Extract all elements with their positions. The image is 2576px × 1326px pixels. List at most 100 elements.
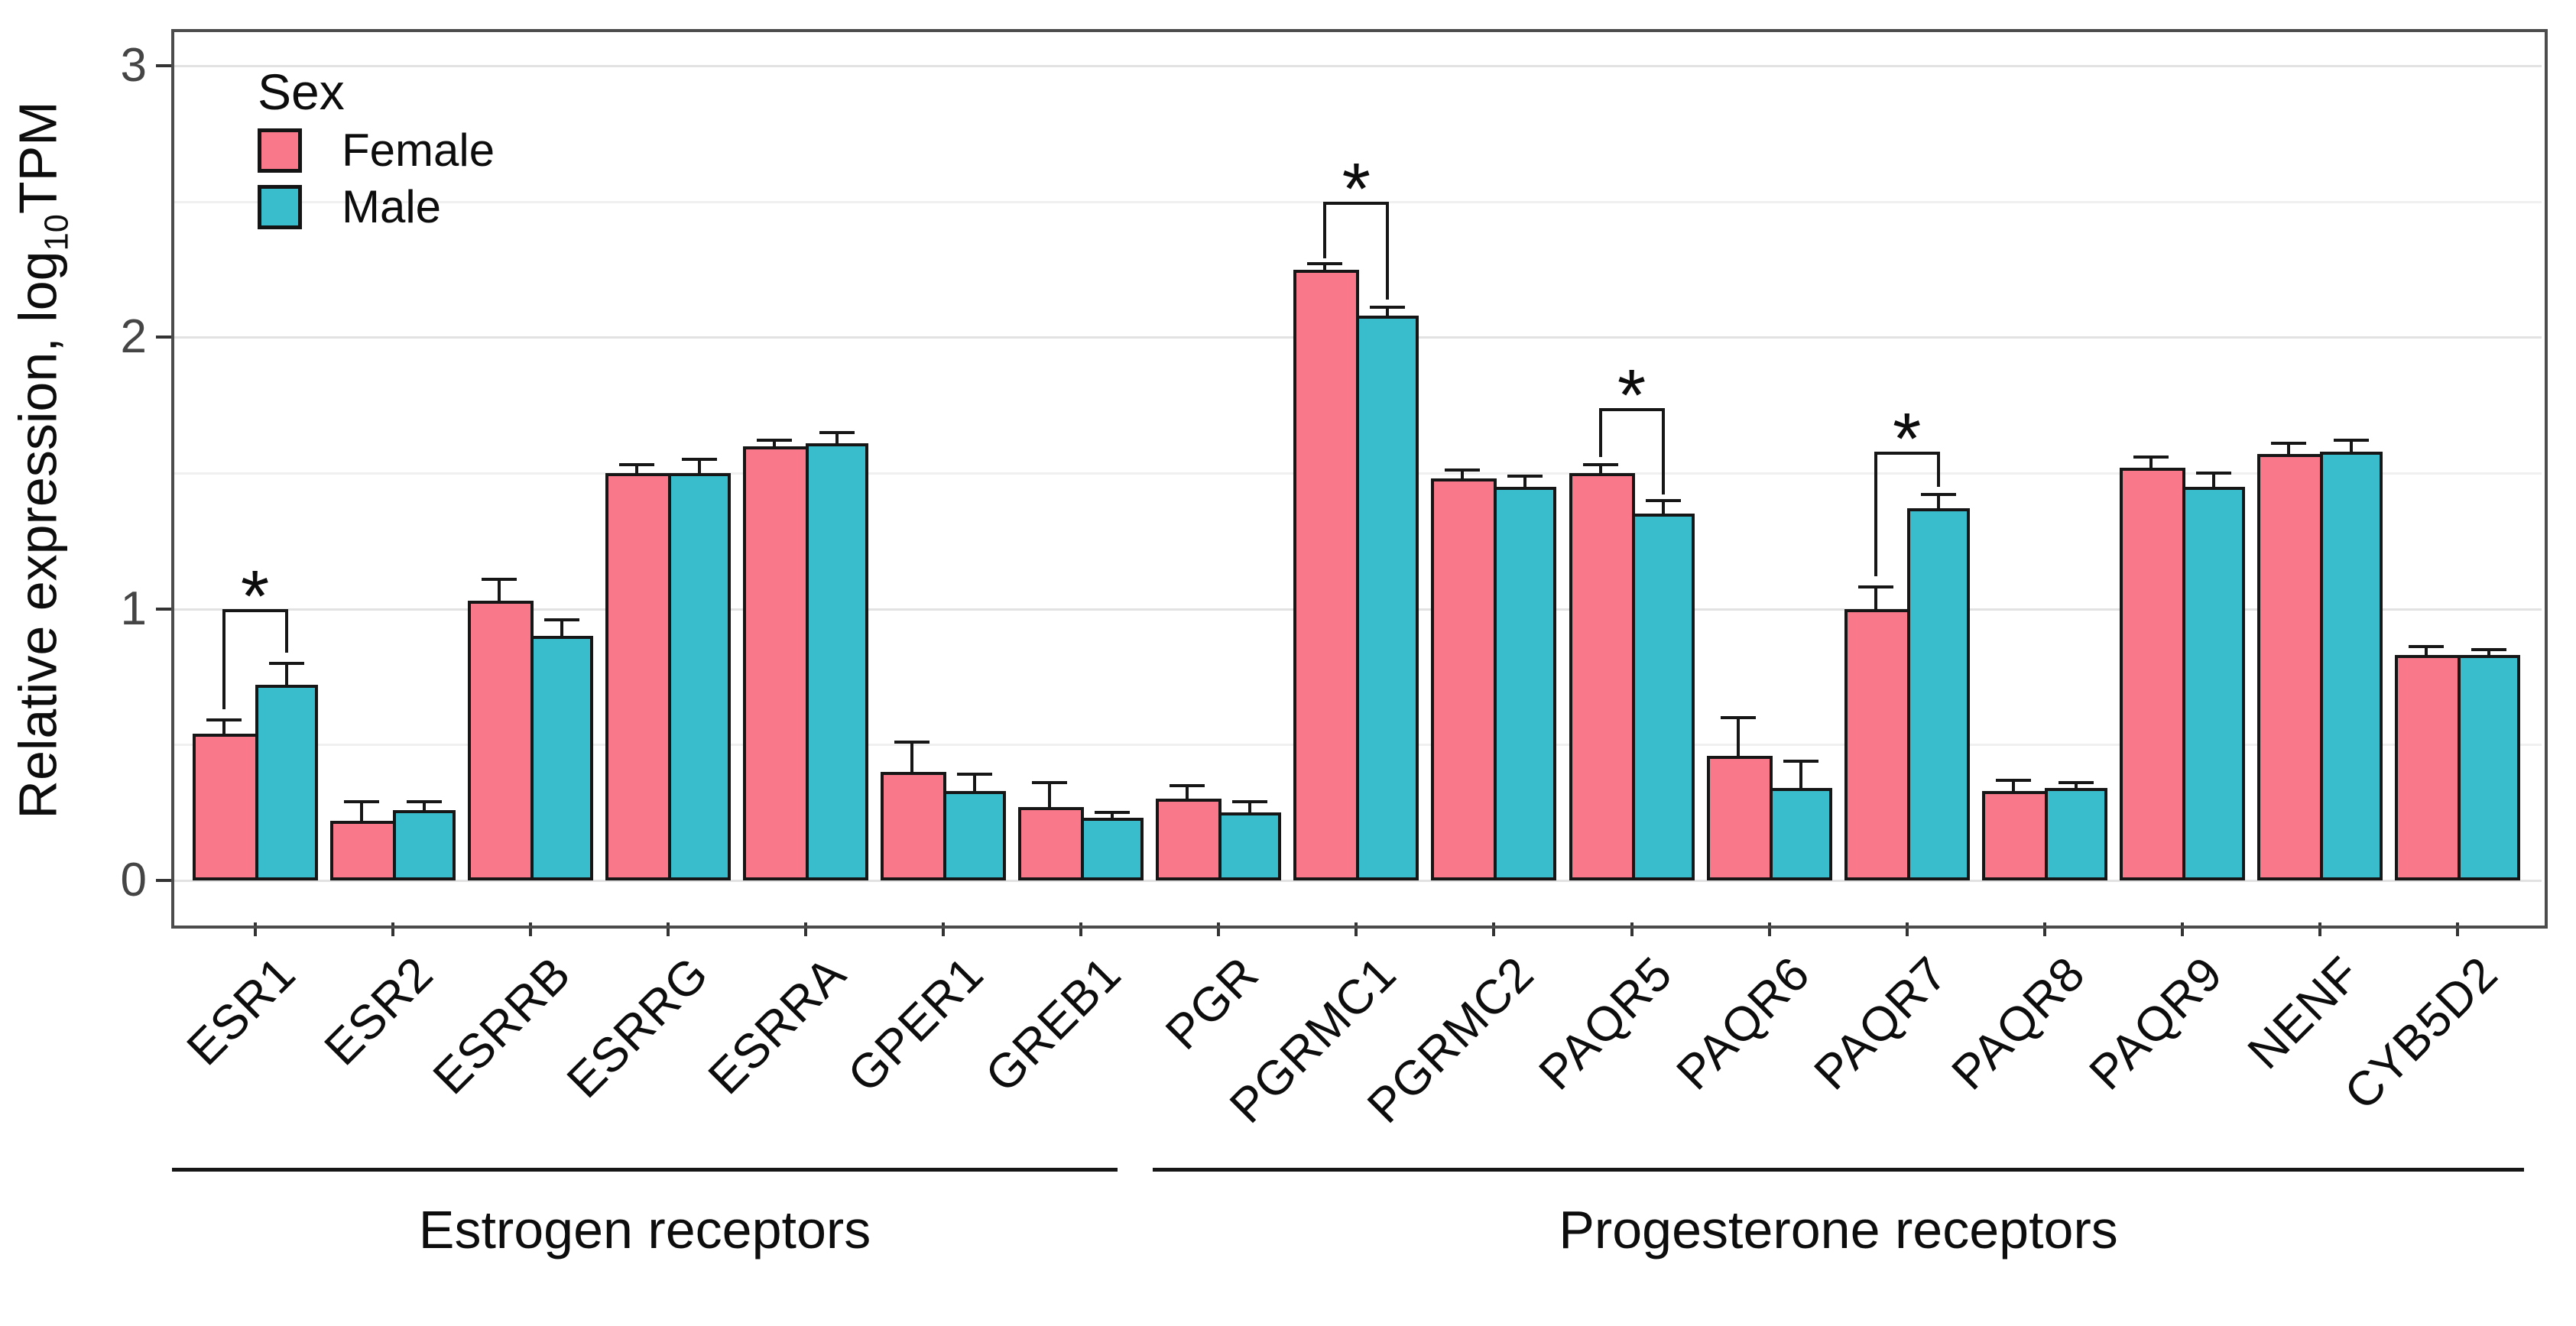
- y-axis-title-prefix: Relative expression, log: [8, 251, 68, 819]
- error-bar-female-PAQR8: [2011, 780, 2015, 791]
- error-bar-male-PGR: [1248, 801, 1252, 813]
- x-axis-tick-PGRMC2: [1492, 922, 1496, 936]
- error-cap-male-ESRRA: [819, 430, 855, 434]
- error-cap-male-PGRMC2: [1507, 474, 1543, 478]
- sig-bracket-top-PAQR5: [1598, 407, 1665, 411]
- error-bar-female-PGRMC2: [1461, 470, 1465, 479]
- error-bar-male-PAQR7: [1936, 494, 1940, 509]
- group-label-1: Progesterone receptors: [1559, 1200, 2118, 1260]
- error-bar-female-ESR2: [359, 801, 363, 821]
- y-tick-label-1: 1: [120, 582, 147, 635]
- error-cap-female-NENF: [2271, 441, 2306, 445]
- x-axis-tick-GREB1: [1079, 922, 1083, 936]
- sig-bracket-left-PAQR7: [1874, 451, 1877, 577]
- bar-male-PGRMC1: [1356, 315, 1419, 880]
- error-cap-male-NENF: [2334, 439, 2369, 443]
- legend-item-female: Female: [258, 127, 495, 174]
- error-cap-female-PAQR9: [2133, 455, 2169, 459]
- y-tick-label-2: 2: [120, 310, 147, 364]
- error-bar-female-PAQR7: [1874, 587, 1877, 609]
- significance-star-ESR1: *: [240, 555, 270, 637]
- error-cap-female-GPER1: [894, 740, 930, 744]
- error-bar-male-ESRRA: [835, 432, 839, 443]
- bar-female-PAQR5: [1569, 473, 1635, 880]
- sig-bracket-right-ESR1: [284, 608, 288, 653]
- error-bar-male-PGRMC1: [1386, 307, 1390, 316]
- bar-female-ESRRA: [742, 446, 809, 880]
- error-bar-male-GPER1: [973, 774, 976, 791]
- error-cap-male-CYB5D2: [2471, 647, 2507, 651]
- error-bar-female-GPER1: [910, 741, 913, 772]
- error-bar-male-PGRMC2: [1523, 475, 1527, 487]
- error-cap-female-ESRRG: [618, 463, 654, 467]
- bar-male-ESR2: [392, 809, 456, 880]
- bar-male-GPER1: [943, 790, 1006, 880]
- bar-male-ESR1: [255, 685, 318, 880]
- significance-star-PAQR7: *: [1893, 397, 1922, 480]
- error-cap-male-PAQR6: [1783, 759, 1818, 763]
- error-bar-male-ESRRG: [697, 459, 701, 474]
- bar-male-GREB1: [1081, 818, 1144, 880]
- error-cap-female-PAQR5: [1582, 463, 1618, 467]
- bar-female-GREB1: [1018, 807, 1085, 880]
- bar-male-PAQR5: [1631, 514, 1695, 880]
- error-cap-male-PAQR8: [2058, 781, 2094, 785]
- x-axis-tick-PGRMC1: [1355, 922, 1358, 936]
- legend-item-male: Male: [258, 183, 495, 231]
- y-axis-tick-3: [156, 64, 171, 68]
- bar-female-GPER1: [881, 771, 946, 880]
- error-bar-male-CYB5D2: [2487, 649, 2491, 656]
- legend-title: Sex: [258, 63, 345, 120]
- significance-star-PGRMC1: *: [1342, 148, 1371, 230]
- bar-male-CYB5D2: [2458, 655, 2521, 880]
- bar-female-ESR2: [329, 820, 396, 880]
- x-axis-tick-ESRRA: [803, 922, 807, 936]
- x-axis-tick-ESR1: [253, 922, 257, 936]
- error-cap-female-PAQR6: [1720, 715, 1756, 719]
- error-bar-female-ESRRB: [497, 579, 501, 601]
- error-cap-female-PGRMC2: [1445, 468, 1481, 472]
- error-cap-male-ESRRG: [681, 458, 717, 462]
- error-bar-male-ESR1: [284, 663, 288, 686]
- bar-male-ESRRG: [667, 473, 731, 880]
- bar-female-PAQR8: [1981, 790, 2048, 880]
- bar-female-PAQR7: [1844, 608, 1910, 880]
- x-axis-tick-PAQR6: [1767, 922, 1771, 936]
- error-bar-female-ESRRA: [772, 440, 776, 446]
- x-axis-tick-PAQR7: [1905, 922, 1909, 936]
- y-tick-label-3: 3: [120, 39, 147, 92]
- error-bar-female-PAQR6: [1736, 717, 1740, 756]
- bar-female-PAQR6: [1706, 755, 1773, 880]
- bar-female-ESR1: [192, 734, 258, 880]
- x-axis-tick-CYB5D2: [2456, 922, 2460, 936]
- error-cap-male-ESR2: [406, 799, 442, 803]
- x-axis-tick-ESRRG: [666, 922, 670, 936]
- error-bar-male-PAQR8: [2074, 783, 2078, 789]
- bar-male-PAQR8: [2044, 788, 2107, 880]
- sig-bracket-left-PAQR5: [1598, 407, 1602, 457]
- bar-male-PAQR7: [1906, 508, 1970, 880]
- error-bar-female-PAQR9: [2149, 456, 2153, 468]
- sig-bracket-left-PGRMC1: [1323, 201, 1327, 259]
- error-bar-male-PAQR5: [1661, 500, 1665, 514]
- error-bar-female-PGR: [1186, 785, 1189, 799]
- y-axis-tick-0: [156, 879, 171, 882]
- error-cap-female-ESRRB: [481, 577, 517, 581]
- bar-male-PGRMC2: [1494, 486, 1557, 880]
- group-label-0: Estrogen receptors: [418, 1200, 871, 1260]
- gridline-major-0: [171, 880, 2542, 882]
- y-axis-tick-1: [156, 607, 171, 611]
- bar-male-PGR: [1218, 812, 1282, 880]
- error-bar-female-NENF: [2287, 443, 2290, 455]
- bar-male-ESRRB: [530, 636, 593, 880]
- bar-male-ESRRA: [805, 443, 868, 880]
- error-cap-male-GREB1: [1095, 811, 1131, 815]
- y-axis-title: Relative expression, log10TPM: [8, 101, 84, 819]
- bar-female-CYB5D2: [2395, 655, 2461, 880]
- bar-female-NENF: [2257, 454, 2323, 880]
- x-axis-tick-PAQR9: [2180, 922, 2184, 936]
- error-bar-female-CYB5D2: [2425, 647, 2428, 656]
- legend: Sex Female Male: [258, 66, 495, 231]
- error-cap-female-ESRRA: [756, 439, 792, 443]
- x-axis-tick-ESR2: [391, 922, 394, 936]
